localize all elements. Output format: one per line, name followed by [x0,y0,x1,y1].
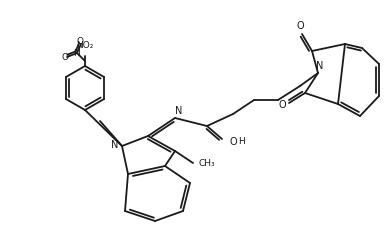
Text: O: O [296,21,304,31]
Text: N: N [175,106,183,116]
Text: O: O [230,137,238,147]
Text: O: O [77,37,84,46]
Text: O: O [61,54,68,63]
Text: O: O [278,100,286,110]
Text: H: H [238,138,245,147]
Text: NO₂: NO₂ [76,42,94,51]
Text: N: N [74,49,81,58]
Text: N: N [111,140,119,150]
Text: N: N [316,61,324,71]
Text: CH₃: CH₃ [199,159,216,168]
